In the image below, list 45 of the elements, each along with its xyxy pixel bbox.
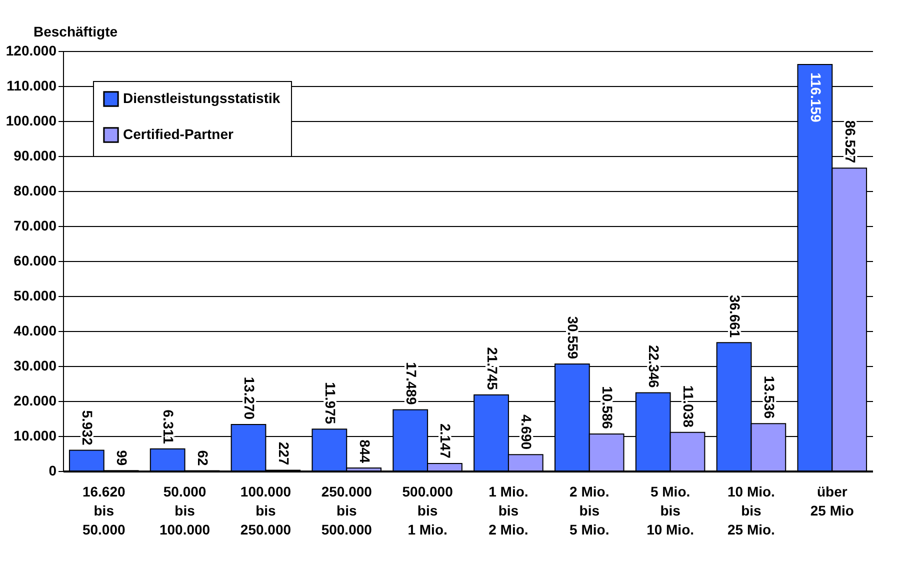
y-tick-label: 50.000 [14, 288, 57, 304]
data-label: 11.975 [322, 382, 338, 424]
y-tick-label: 10.000 [14, 428, 57, 444]
x-tick-label: 10 Mio. bis 25 Mio. [727, 484, 775, 538]
x-tick-label: 16.620 bis 50.000 [82, 484, 126, 538]
y-tick-label: 30.000 [14, 358, 57, 374]
y-axis-title: Beschäftigte [34, 24, 118, 40]
y-tick-label: 70.000 [14, 218, 57, 234]
y-tick-label: 20.000 [14, 392, 57, 408]
data-label: 4.690 [518, 414, 535, 450]
y-tick-label: 0 [48, 462, 57, 478]
y-tick-label: 110.000 [6, 78, 57, 94]
data-label: 86.527 [842, 120, 858, 164]
x-tick-label: 250.000 bis 500.000 [321, 484, 372, 538]
data-label: 99 [114, 450, 130, 466]
data-label: 2.147 [438, 423, 454, 459]
data-label: 21.745 [484, 347, 500, 390]
data-label: 11.038 [680, 385, 696, 428]
data-label: 13.536 [761, 376, 778, 419]
data-label: 116.159 [808, 72, 824, 122]
data-label: 10.586 [600, 386, 616, 430]
data-label: 13.270 [242, 376, 258, 420]
data-label: 844 [356, 440, 373, 464]
y-tick-label: 100.000 [6, 112, 57, 128]
legend-label: Dienstleistungsstatistik [123, 90, 280, 106]
y-tick-label: 60.000 [14, 252, 57, 268]
y-tick-label: 90.000 [14, 148, 57, 164]
x-tick-label: 100.000 bis 250.000 [240, 484, 292, 538]
data-label: 22.346 [646, 344, 662, 388]
x-tick-label: 1 Mio. bis 2 Mio. [488, 484, 528, 538]
y-tick-label: 40.000 [14, 322, 57, 338]
data-label: 62 [194, 450, 211, 466]
x-tick-label: 500.000 bis 1 Mio. [402, 484, 454, 538]
x-tick-label: 2 Mio. bis 5 Mio. [570, 484, 610, 538]
x-tick-label: 50.000 bis 100.000 [159, 484, 210, 538]
legend-label: Certified-Partner [123, 126, 234, 142]
data-label: 227 [276, 442, 292, 466]
data-label: 6.311 [160, 410, 177, 444]
x-tick-label: 5 Mio. bis 10 Mio. [646, 484, 694, 538]
data-label: 36.661 [727, 294, 744, 338]
x-tick-label: über 25 Mio [810, 484, 854, 518]
y-tick-label: 120.000 [6, 42, 57, 58]
y-tick-label: 80.000 [14, 182, 57, 198]
data-label: 30.559 [565, 316, 582, 360]
data-label: 5.932 [80, 410, 96, 446]
